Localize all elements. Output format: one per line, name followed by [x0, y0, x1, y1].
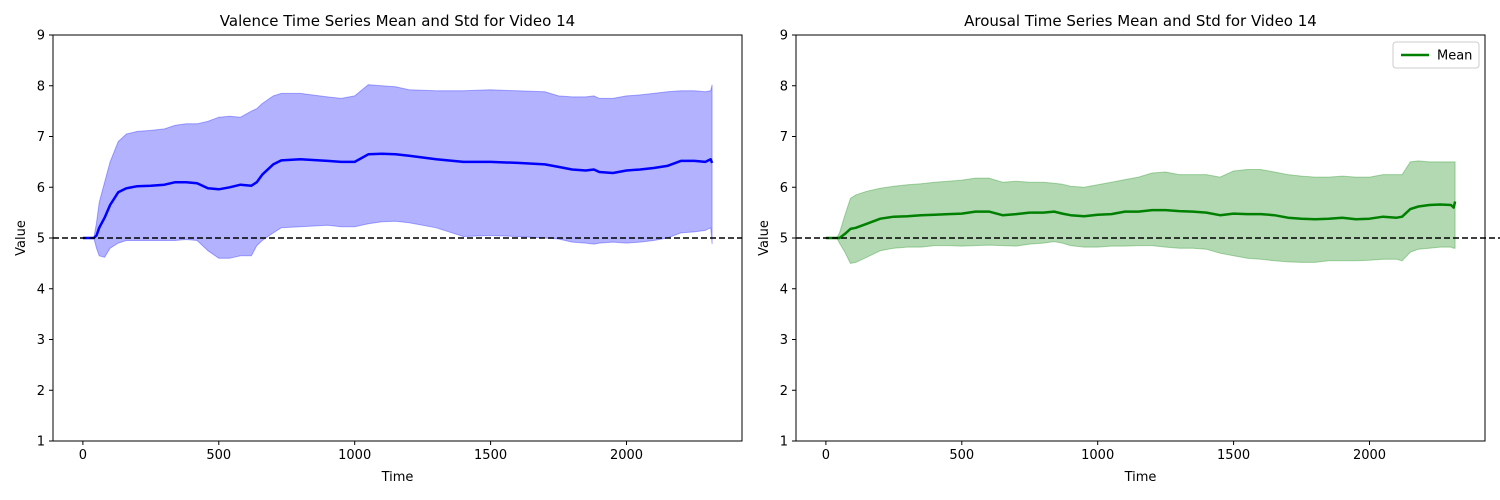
arousal-chart-title: Arousal Time Series Mean and Std for Vid…: [964, 12, 1317, 30]
valence-chart: 0 500 1000 1500 2000 1 2 3 4 5 6 7 8 9 Valence Time S…: [14, 12, 743, 485]
valence-y-tick-label: 3: [37, 333, 45, 348]
arousal-legend: Mean: [1392, 41, 1480, 69]
arousal-axes-layer: 0 500 1000 1500 2000 1 2 3 4 5 6 7 8 9: [780, 29, 1486, 463]
arousal-y-tick-label: 7: [780, 130, 788, 145]
arousal-y-tick-label: 9: [780, 29, 788, 44]
valence-y-tick-label: 6: [37, 181, 45, 196]
arousal-y-tick-label: 8: [780, 79, 788, 94]
valence-y-tick-label: 1: [37, 435, 45, 450]
valence-axes-layer: 0 500 1000 1500 2000 1 2 3 4 5 6 7 8 9: [37, 29, 743, 463]
legend-box: [1392, 41, 1480, 69]
valence-chart-title: Valence Time Series Mean and Std for Vid…: [220, 12, 575, 30]
legend-label-mean: Mean: [1437, 49, 1472, 64]
arousal-x-tick-label: 500: [949, 448, 974, 463]
arousal-y-tick-label: 3: [780, 333, 788, 348]
valence-std-band: [82, 84, 713, 259]
valence-mean-line: [82, 152, 714, 240]
arousal-y-tick-label: 2: [780, 384, 788, 399]
valence-y-tick-label: 5: [37, 232, 45, 247]
arousal-y-tick-label: 5: [780, 232, 788, 247]
valence-y-tick-label: 4: [37, 282, 45, 297]
arousal-plot-layer: [796, 160, 1500, 264]
valence-y-tick-label: 9: [37, 29, 45, 44]
valence-x-tick-label: 1000: [338, 448, 371, 463]
valence-x-tick-label: 1500: [474, 448, 507, 463]
valence-y-tick-label: 7: [37, 130, 45, 145]
arousal-y-axis-label: Value: [757, 220, 772, 256]
valence-x-tick-label: 500: [206, 448, 231, 463]
arousal-x-axis-label: Time: [1124, 470, 1157, 485]
arousal-x-tick-label: 1000: [1081, 448, 1114, 463]
arousal-x-tick-label: 0: [822, 448, 830, 463]
valence-y-tick-label: 2: [37, 384, 45, 399]
valence-plot-layer: [53, 84, 742, 259]
arousal-mean-line: [825, 201, 1457, 240]
arousal-y-tick-label: 4: [780, 282, 788, 297]
arousal-y-tick-label: 1: [780, 435, 788, 450]
valence-x-axis-label: Time: [381, 470, 414, 485]
valence-y-axis-label: Value: [14, 220, 29, 256]
arousal-chart: 0 500 1000 1500 2000 1 2 3 4 5 6 7 8 9 Arousal Time S…: [757, 12, 1500, 485]
valence-y-tick-label: 8: [37, 79, 45, 94]
valence-x-tick-label: 0: [79, 448, 87, 463]
arousal-x-tick-label: 2000: [1353, 448, 1386, 463]
arousal-x-tick-label: 1500: [1217, 448, 1250, 463]
arousal-y-tick-label: 6: [780, 181, 788, 196]
valence-x-tick-label: 2000: [610, 448, 643, 463]
